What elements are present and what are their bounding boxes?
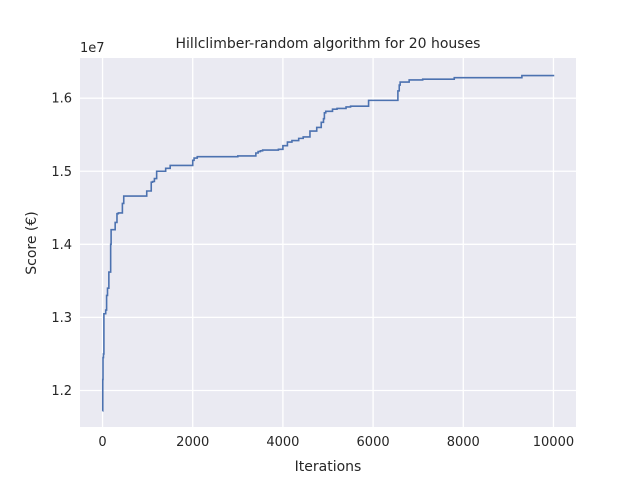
y-axis-label: Score (€) [24, 211, 40, 275]
score-series-line [101, 74, 555, 412]
y-tick-label: 1.4 [51, 238, 72, 253]
x-tick-label: 10000 [533, 435, 574, 450]
y-tick-labels: 1.2 1.3 1.4 1.5 1.6 [51, 92, 72, 399]
x-tick-label: 8000 [447, 435, 480, 450]
y-offset-text: 1e7 [80, 41, 105, 56]
x-axis-label: Iterations [295, 459, 362, 475]
chart-title: Hillclimber-random algorithm for 20 hous… [176, 36, 481, 52]
series-layer [101, 74, 555, 412]
plot-background [80, 58, 576, 427]
y-tick-label: 1.2 [51, 384, 72, 399]
x-tick-label: 0 [98, 435, 106, 450]
x-tick-label: 2000 [176, 435, 209, 450]
x-tick-label: 6000 [357, 435, 390, 450]
y-tick-label: 1.3 [51, 311, 72, 326]
y-tick-label: 1.5 [51, 165, 72, 180]
y-tick-label: 1.6 [51, 92, 72, 107]
x-tick-label: 4000 [266, 435, 299, 450]
x-tick-labels: 0 2000 4000 6000 8000 10000 [98, 435, 574, 450]
